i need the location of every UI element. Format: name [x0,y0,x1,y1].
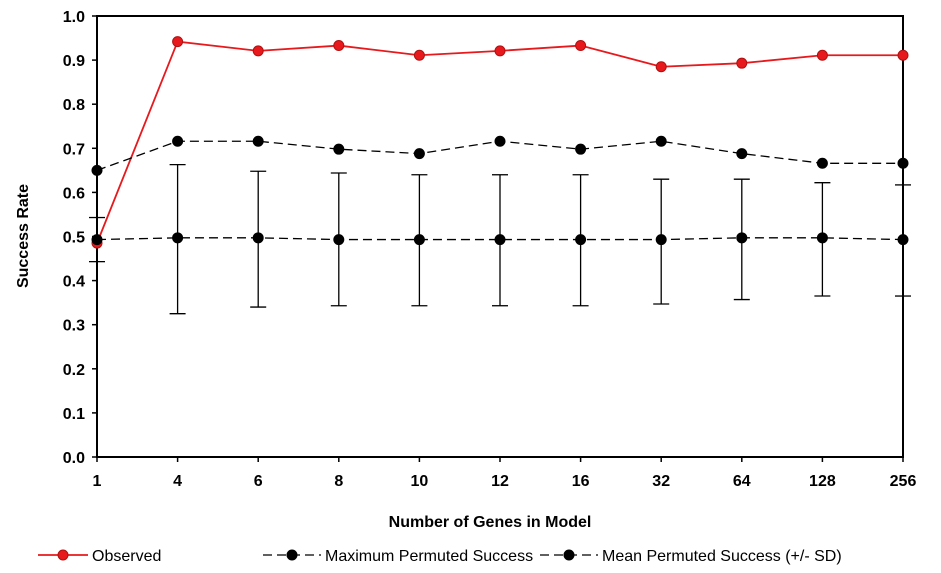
legend-marker-mean-permuted [563,549,575,561]
point-observed [736,57,748,69]
point-mean-permuted [736,232,748,244]
point-mean-permuted [252,232,264,244]
x-tick-label: 1 [93,473,102,490]
y-tick-label: 0.9 [63,53,85,70]
y-tick-label: 0.5 [63,230,85,247]
y-tick-label: 0.8 [63,97,85,114]
y-tick-label: 0.1 [63,406,85,423]
point-mean-permuted [333,234,345,246]
y-tick-label: 1.0 [63,9,85,26]
x-tick-label: 12 [491,473,509,490]
point-maximum-permuted [575,143,587,155]
point-maximum-permuted [172,135,184,147]
legend-marker-maximum-permuted [286,549,298,561]
point-observed [897,49,909,61]
x-axis-ticks: 1 4 6 8 10 12 16 32 64 128 256 [93,457,917,490]
x-tick-label: 4 [173,473,182,490]
legend: Observed Maximum Permuted Success Mean Per… [38,548,842,565]
point-observed [333,40,345,52]
x-tick-label: 256 [890,473,917,490]
point-maximum-permuted [655,135,667,147]
point-mean-permuted [897,234,909,246]
legend-label-observed: Observed [92,548,161,565]
point-mean-permuted [816,232,828,244]
point-maximum-permuted [494,135,506,147]
point-maximum-permuted [91,164,103,176]
x-tick-label: 10 [411,473,429,490]
point-mean-permuted [172,232,184,244]
x-tick-label: 64 [733,473,751,490]
point-mean-permuted [413,234,425,246]
point-maximum-permuted [252,135,264,147]
point-observed [172,36,184,48]
y-tick-label: 0.4 [63,274,85,291]
x-tick-label: 8 [334,473,343,490]
series-line-mean-permuted [96,237,904,241]
x-axis-title: Number of Genes in Model [389,514,592,531]
legend-label-mean-permuted: Mean Permuted Success (+/- SD) [602,548,842,565]
point-maximum-permuted [333,143,345,155]
y-tick-label: 0.6 [63,185,85,202]
y-tick-label: 0.3 [63,318,85,335]
point-maximum-permuted [816,157,828,169]
point-observed [494,45,506,57]
point-maximum-permuted [736,148,748,160]
point-mean-permuted [655,234,667,246]
y-tick-label: 0.0 [63,450,85,467]
x-tick-label: 32 [652,473,670,490]
y-tick-label: 0.2 [63,362,85,379]
point-maximum-permuted [897,157,909,169]
point-mean-permuted [575,234,587,246]
point-observed [816,49,828,61]
point-observed [252,45,264,57]
x-tick-label: 6 [254,473,263,490]
point-maximum-permuted [413,148,425,160]
y-axis-title: Success Rate [15,184,32,288]
y-tick-label: 0.7 [63,141,85,158]
point-observed [575,40,587,52]
point-observed [655,61,667,73]
y-axis-ticks: 0.0 0.1 0.2 0.3 0.4 0.5 0.6 0.7 0.8 0.9 1.0 [63,9,97,467]
legend-label-maximum-permuted: Maximum Permuted Success [325,548,533,565]
x-tick-label: 128 [809,473,836,490]
series-points [91,36,909,249]
legend-marker-observed [57,549,69,561]
x-tick-label: 16 [572,473,590,490]
point-mean-permuted [494,234,506,246]
point-observed [413,49,425,61]
